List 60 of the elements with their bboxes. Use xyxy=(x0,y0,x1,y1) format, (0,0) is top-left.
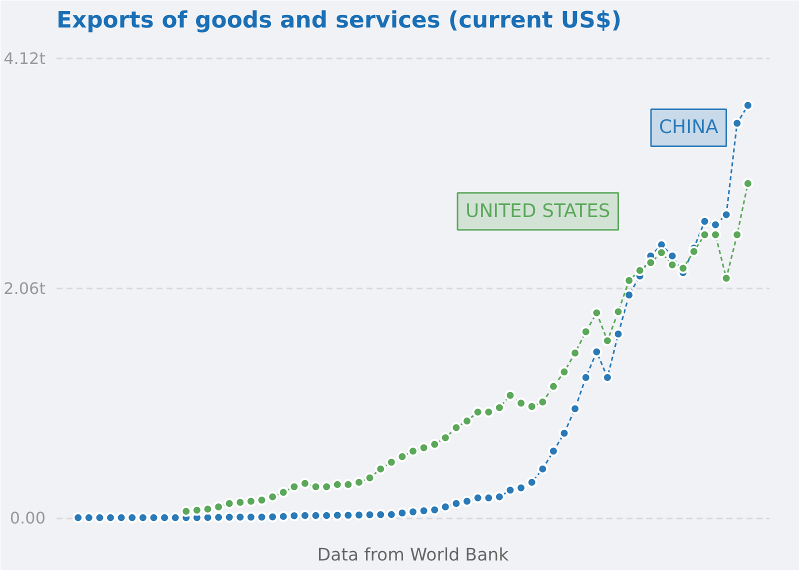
point xyxy=(224,498,235,509)
point xyxy=(408,446,418,457)
point xyxy=(742,178,754,189)
point xyxy=(666,259,678,270)
point xyxy=(494,402,505,414)
point xyxy=(504,390,516,401)
point xyxy=(299,478,310,489)
text: Data from World Bank xyxy=(317,546,509,566)
y-tick-label: 0.00 xyxy=(10,508,46,528)
point xyxy=(710,229,721,240)
point xyxy=(688,246,700,257)
point xyxy=(396,451,408,462)
y-tick-label: 2.06t xyxy=(4,278,46,298)
point xyxy=(310,481,322,492)
point xyxy=(267,491,278,502)
point xyxy=(256,494,268,506)
series-label: CHINA xyxy=(659,117,719,138)
point xyxy=(245,496,256,507)
point xyxy=(624,274,635,286)
point xyxy=(537,396,548,408)
chart-title: Exports of goods and services (current US$) xyxy=(56,8,622,34)
point xyxy=(645,257,656,268)
point xyxy=(278,486,289,498)
point xyxy=(516,398,527,409)
point xyxy=(720,272,732,284)
y-tick-label: 4.12t xyxy=(4,49,46,68)
point xyxy=(375,463,386,474)
point xyxy=(558,366,570,378)
point xyxy=(612,306,624,318)
point xyxy=(602,335,613,346)
point xyxy=(364,472,376,484)
point xyxy=(440,432,451,444)
point xyxy=(526,401,538,412)
point xyxy=(591,307,602,318)
point xyxy=(321,481,332,492)
point xyxy=(462,415,473,426)
point xyxy=(234,496,246,508)
point xyxy=(180,506,192,517)
point xyxy=(332,479,343,490)
point xyxy=(570,347,581,358)
point xyxy=(548,380,559,392)
point xyxy=(450,422,462,434)
point xyxy=(191,504,202,516)
point xyxy=(418,442,430,454)
point xyxy=(429,438,440,450)
text: UNITED STATES xyxy=(466,200,610,222)
point xyxy=(678,262,689,274)
point xyxy=(699,229,710,240)
point xyxy=(472,406,484,418)
point xyxy=(213,501,224,512)
point xyxy=(353,476,364,488)
point xyxy=(386,456,397,468)
point xyxy=(732,229,743,240)
point xyxy=(634,264,646,276)
point xyxy=(483,406,494,418)
point xyxy=(342,479,354,490)
point xyxy=(656,247,667,258)
point xyxy=(202,504,214,515)
point xyxy=(580,326,592,338)
point xyxy=(288,481,300,492)
